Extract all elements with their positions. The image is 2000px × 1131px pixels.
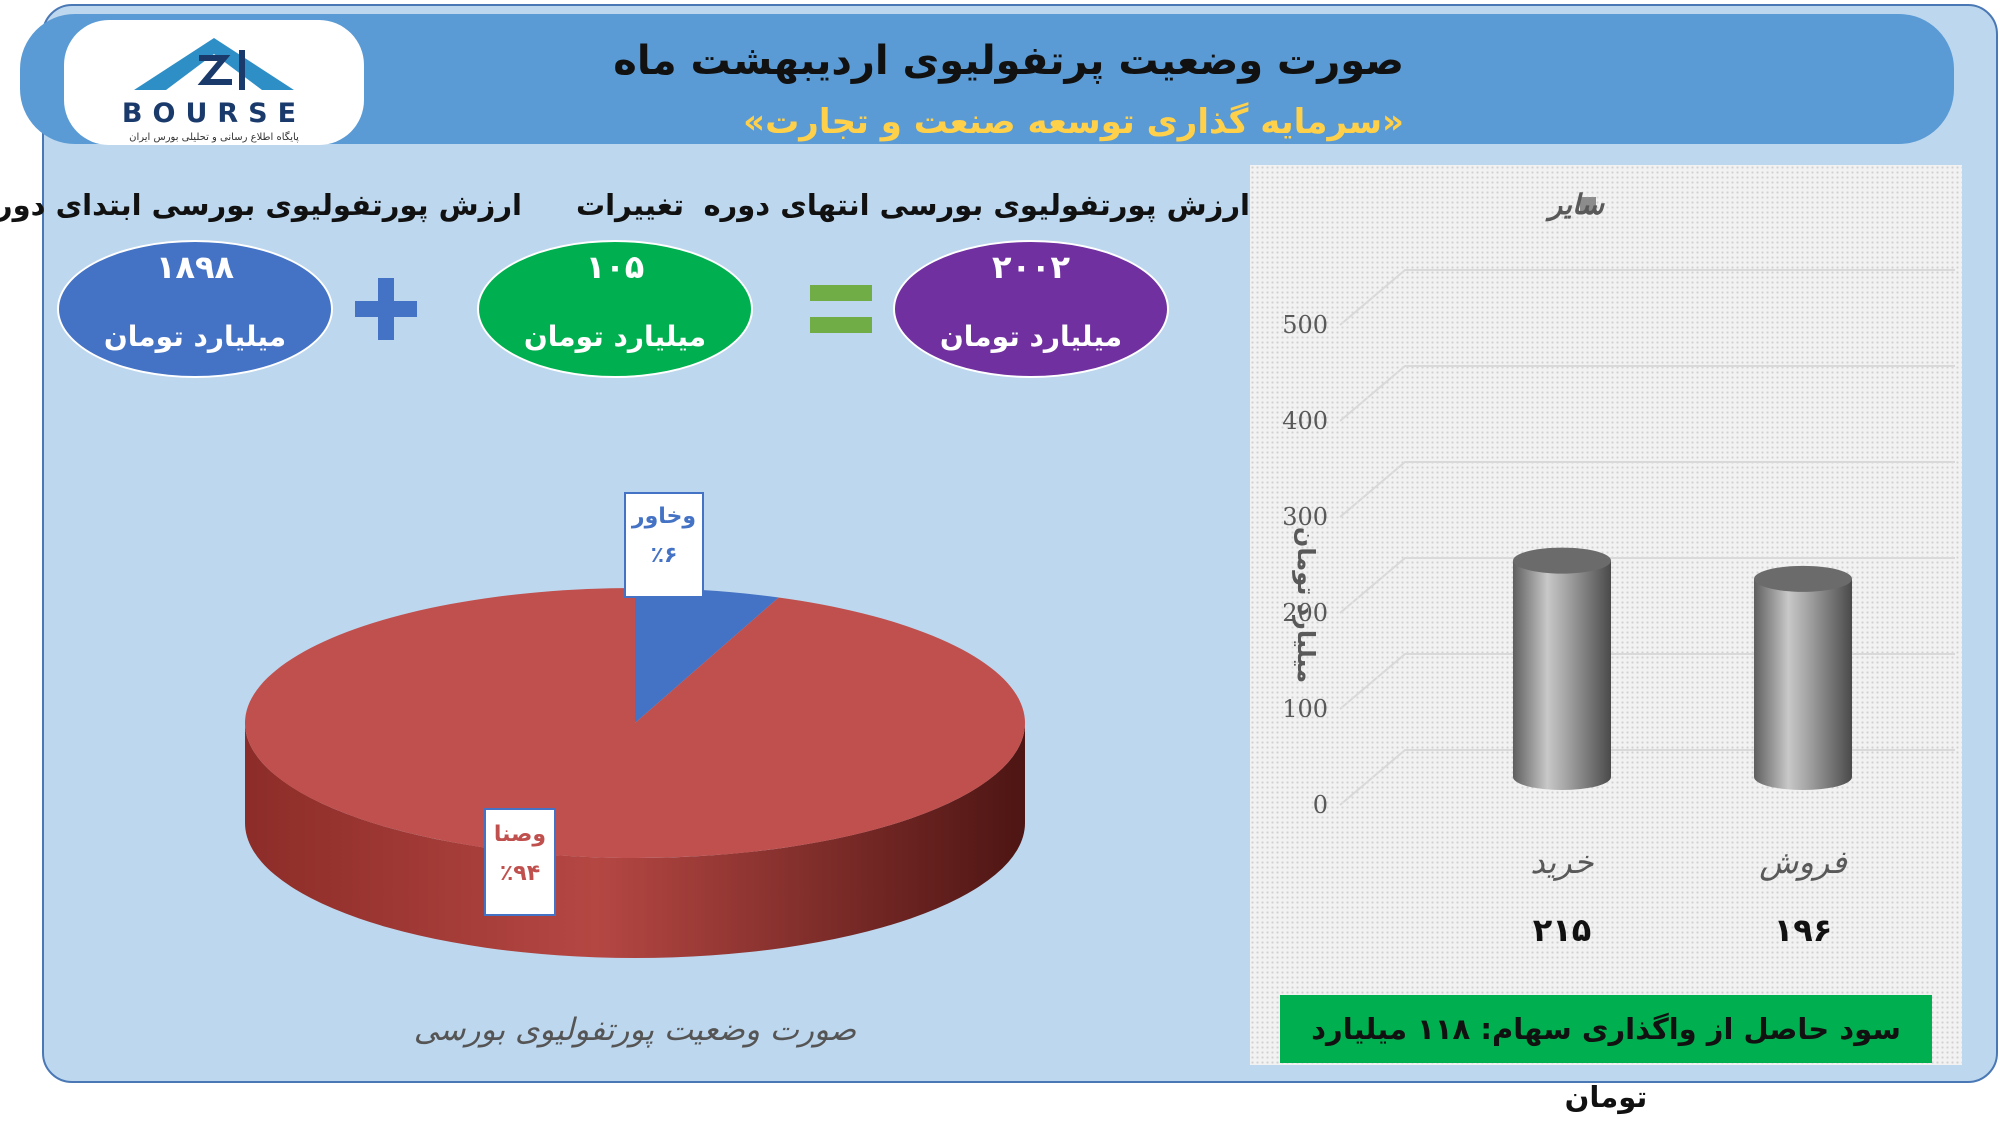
kpi-start-label: ارزش پورتفولیوی بورسی ابتدای دوره [0, 188, 522, 222]
kpi-end-value: ۲۰۰۲ [991, 248, 1071, 286]
pie-side-wall [245, 723, 1025, 958]
bar-1 [1754, 578, 1852, 790]
y-tick-label: 100 [1282, 695, 1328, 723]
kpi-end-label: ارزش پورتفولیوی بورسی انتهای دوره [703, 188, 1250, 222]
page-subtitle: «سرمایه گذاری توسعه صنعت و تجارت» [743, 102, 1404, 142]
pie-label-sana-name: وصنا [493, 822, 547, 847]
plus-icon [355, 278, 417, 340]
pie-label-sana: وصنا ٪۹۴ [484, 808, 556, 916]
gridline [1339, 269, 1955, 326]
gridline [1339, 653, 1955, 710]
pie-label-khavar-value: ٪۶ [650, 543, 678, 568]
page-title: صورت وضعیت پرتفولیوی اردیبهشت ماه [613, 38, 1404, 84]
y-tick-label: 0 [1313, 791, 1328, 819]
logo: BOURSE پایگاه اطلاع رسانی و تحلیلی بورس … [64, 20, 364, 145]
kpi-start-unit: میلیارد تومان [103, 320, 287, 353]
equals-icon [810, 285, 872, 333]
x-category-label: خرید [1530, 843, 1593, 881]
pie-chart [245, 588, 1026, 958]
kpi-change-oval: ۱۰۵ میلیارد تومان [477, 240, 753, 378]
kpi-change-value: ۱۰۵ [585, 248, 645, 286]
pie-chart-title: صورت وضعیت پورتفولیوی بورسی [413, 1012, 857, 1048]
y-tick-label: 300 [1282, 503, 1328, 531]
bar-cap-1 [1754, 565, 1852, 592]
bar-chart: 0 100 200 300 400 500 خرید ۲۱۵ فروش ۱۹۶ سایر میلی… [1282, 188, 1955, 949]
gridline [1339, 557, 1955, 614]
gridline [1339, 365, 1955, 422]
kpi-change-label: تغییرات [575, 188, 685, 222]
profit-summary-box: سود حاصل از واگذاری سهام: ۱۱۸ میلیارد تو… [1280, 995, 1932, 1114]
bar-value-label: ۱۹۶ [1774, 911, 1833, 949]
kpi-change-unit: میلیارد تومان [523, 320, 707, 353]
bar-value-label: ۲۱۵ [1533, 911, 1592, 949]
pie-slice-sana [245, 588, 1026, 858]
pie-label-khavar: وخاور ٪۶ [624, 492, 704, 598]
x-category-label: فروش [1759, 843, 1847, 881]
y-tick-label: 200 [1282, 599, 1328, 627]
kpi-start-oval: ۱۸۹۸ میلیارد تومان [57, 240, 333, 378]
logo-text: BOURSE [121, 98, 307, 129]
bar-0 [1513, 560, 1611, 790]
logo-caption: پایگاه اطلاع رسانی و تحلیلی بورس ایران [129, 132, 299, 143]
gridline [1339, 749, 1955, 806]
pie-slice-khavar [635, 588, 779, 723]
kpi-end-oval: ۲۰۰۲ میلیارد تومان [893, 240, 1169, 378]
kpi-start-value: ۱۸۹۸ [155, 248, 235, 286]
pie-label-khavar-name: وخاور [631, 504, 697, 529]
y-tick-label: 500 [1282, 311, 1328, 339]
bar-cap-0 [1513, 547, 1611, 574]
kpi-end-unit: میلیارد تومان [939, 320, 1123, 353]
y-tick-label: 400 [1282, 407, 1328, 435]
legend-swatch [1580, 197, 1596, 213]
y-axis-title: میلیارد تومان [1292, 527, 1320, 683]
pie-label-sana-value: ٪۹۴ [499, 861, 541, 886]
legend-label: سایر [1545, 188, 1606, 222]
logo-mark-icon [134, 38, 294, 90]
gridline [1339, 461, 1955, 518]
